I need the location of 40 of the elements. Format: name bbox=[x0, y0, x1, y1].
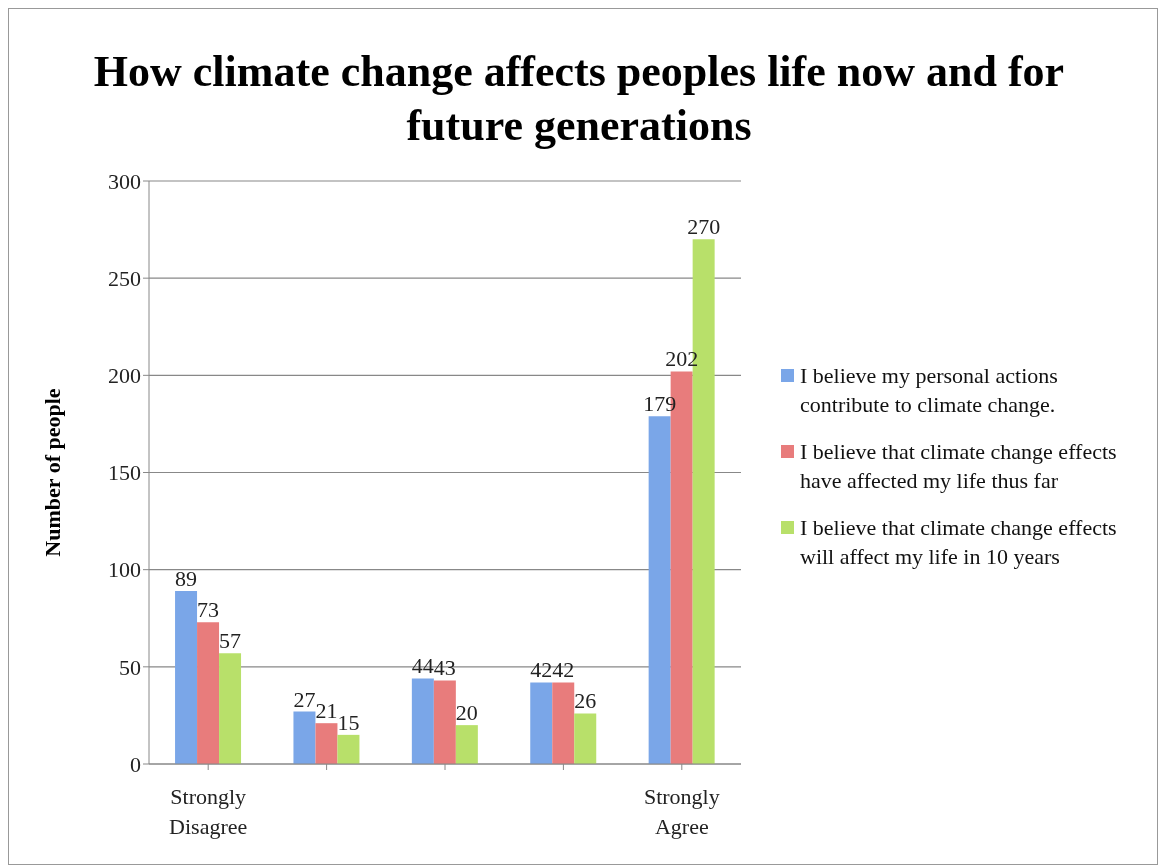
y-tick-label: 100 bbox=[108, 557, 141, 583]
bar bbox=[197, 622, 220, 764]
y-tick-label: 250 bbox=[108, 265, 141, 291]
data-label: 57 bbox=[219, 628, 242, 654]
bar bbox=[648, 416, 671, 764]
data-label: 27 bbox=[293, 686, 316, 712]
chart-title: How climate change affects peoples life now and for future generations bbox=[92, 46, 1066, 152]
y-tick-label: 50 bbox=[119, 654, 141, 680]
data-label: 89 bbox=[175, 566, 198, 592]
data-label: 42 bbox=[552, 657, 575, 683]
data-label: 20 bbox=[455, 700, 478, 726]
y-tick-label: 0 bbox=[130, 751, 141, 777]
bar bbox=[337, 734, 360, 764]
data-label: 43 bbox=[433, 655, 456, 681]
bar bbox=[552, 682, 575, 764]
x-tick-label: Strongly Disagree bbox=[169, 784, 248, 839]
bar bbox=[315, 723, 338, 764]
bar bbox=[530, 682, 553, 764]
data-label: 270 bbox=[687, 214, 721, 240]
legend-label: I believe that climate change effects have affected my life thus far bbox=[800, 438, 1118, 495]
data-label: 15 bbox=[337, 709, 360, 735]
bar bbox=[411, 678, 434, 764]
bar bbox=[433, 680, 456, 764]
bar bbox=[175, 591, 198, 764]
data-label: 42 bbox=[530, 657, 553, 683]
y-tick-label: 200 bbox=[108, 363, 141, 389]
legend-label: I believe that climate change effects will affect my life in 10 years bbox=[800, 514, 1118, 571]
x-tick-label: Strongly Agree bbox=[643, 784, 720, 839]
y-axis-title: Number of people bbox=[39, 388, 65, 557]
bar bbox=[574, 713, 597, 764]
y-tick-label: 300 bbox=[108, 168, 141, 194]
bar bbox=[293, 711, 316, 764]
data-label: 26 bbox=[574, 688, 597, 714]
bar bbox=[219, 653, 242, 764]
data-label: 21 bbox=[315, 698, 338, 724]
legend-label: I believe my personal actions contribute to climate change. bbox=[800, 362, 1059, 419]
bar bbox=[455, 725, 478, 764]
data-label: 73 bbox=[197, 597, 220, 623]
data-label: 44 bbox=[411, 653, 434, 679]
y-tick-label: 150 bbox=[108, 460, 141, 486]
